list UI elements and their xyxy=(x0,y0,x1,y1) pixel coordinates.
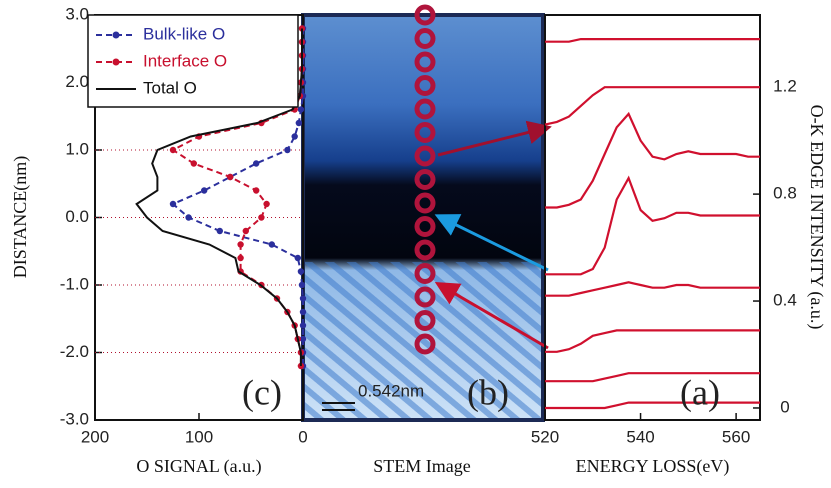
legend-marker xyxy=(112,58,120,66)
series-marker xyxy=(185,214,192,221)
series-marker xyxy=(258,214,265,221)
series-marker xyxy=(201,187,208,194)
y-tick-label: -2.0 xyxy=(60,342,89,361)
series-marker xyxy=(298,281,306,289)
probe-circle xyxy=(414,98,436,120)
arrow xyxy=(434,214,549,272)
y-tick-label: -3.0 xyxy=(60,409,89,428)
series-marker xyxy=(253,187,260,194)
series-marker xyxy=(268,241,275,248)
x-tick-label: 540 xyxy=(626,427,654,446)
series-marker xyxy=(237,241,244,248)
probe-circle xyxy=(414,51,436,73)
series-line xyxy=(544,86,760,126)
probe-circle xyxy=(414,286,436,308)
legend-label: Bulk-like O xyxy=(143,24,225,43)
probe-positions xyxy=(414,4,436,355)
y-tick-label: -1.0 xyxy=(60,274,89,293)
series-marker xyxy=(284,146,291,154)
series-line xyxy=(545,401,760,410)
series-marker xyxy=(237,254,244,262)
x-tick-label: 520 xyxy=(531,427,559,446)
series-marker xyxy=(297,268,305,275)
series-marker xyxy=(169,146,177,154)
scale-bar-label: 0.542nm xyxy=(358,381,424,400)
probe-circle xyxy=(414,310,436,331)
legend-label: Interface O xyxy=(143,51,227,70)
y-tick-label: 3.0 xyxy=(65,4,89,23)
arrow xyxy=(434,281,549,350)
x-tick-label: 200 xyxy=(81,427,109,446)
series-marker xyxy=(299,322,307,329)
series-line xyxy=(135,28,303,366)
series-line xyxy=(545,111,760,209)
series-marker xyxy=(169,200,177,208)
series-marker xyxy=(253,160,260,167)
x-axis-label: ENERGY LOSS(eV) xyxy=(576,456,730,477)
series-line xyxy=(545,175,760,276)
y2-tick-label: 0.8 xyxy=(773,184,797,203)
probe-circle xyxy=(414,122,436,143)
y2-axis-label: O-K EDGE INTENSITY (a.u.) xyxy=(806,105,827,330)
series-marker xyxy=(216,227,223,235)
probe-circle xyxy=(414,239,436,261)
series-line xyxy=(545,372,760,383)
x-tick-label: 0 xyxy=(298,427,307,446)
y-tick-label: 0.0 xyxy=(65,207,89,226)
series-line xyxy=(171,28,303,366)
panel-label: (a) xyxy=(680,372,720,412)
probe-circle xyxy=(414,169,436,190)
series-marker xyxy=(297,106,305,113)
series-marker xyxy=(242,227,249,235)
series-marker xyxy=(190,160,197,167)
y2-tick-label: 0.4 xyxy=(773,291,797,310)
y-axis-label: DISTANCE(nm) xyxy=(10,156,31,279)
probe-circle xyxy=(414,263,436,284)
series-marker xyxy=(299,308,307,316)
arrow xyxy=(437,120,552,157)
probe-circle xyxy=(414,216,436,237)
legend-label: Total O xyxy=(143,78,197,97)
legend-marker xyxy=(112,31,120,39)
series-line xyxy=(545,281,760,297)
series-marker xyxy=(227,173,234,181)
probe-circle xyxy=(414,192,436,214)
series-marker xyxy=(299,295,307,302)
x-axis-label: O SIGNAL (a.u.) xyxy=(136,456,261,477)
legend-box xyxy=(87,14,299,108)
series-marker xyxy=(263,200,270,208)
probe-circle xyxy=(414,28,436,49)
x-tick-label: 560 xyxy=(722,427,750,446)
panel-label: (b) xyxy=(467,372,509,412)
series-marker xyxy=(299,335,307,343)
y-tick-label: 2.0 xyxy=(65,72,89,91)
probe-circle xyxy=(414,75,436,96)
y-tick-label: 1.0 xyxy=(65,139,89,158)
probe-circle xyxy=(414,4,436,26)
probe-circle xyxy=(414,145,436,167)
series-line xyxy=(545,329,760,353)
series-marker xyxy=(295,119,303,127)
panel-label: (c) xyxy=(242,372,282,412)
plot-frame xyxy=(544,14,761,421)
series-marker xyxy=(291,133,298,140)
x-axis-label: STEM Image xyxy=(373,456,470,476)
series-marker xyxy=(294,254,301,262)
x-tick-label: 100 xyxy=(185,427,213,446)
probe-circle xyxy=(414,333,436,355)
y2-tick-label: 0 xyxy=(780,397,789,416)
series-line xyxy=(545,38,760,43)
y2-tick-label: 1.2 xyxy=(773,77,797,96)
